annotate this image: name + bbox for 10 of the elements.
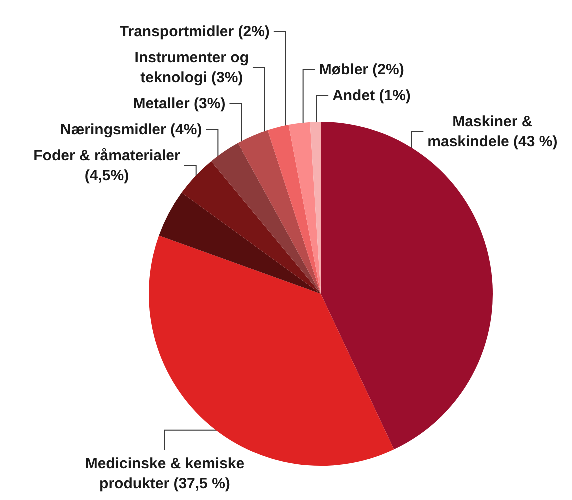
slice-label: Medicinske & kemiske produkter (37,5 %) [85,456,245,492]
data-label: (4,5%) [84,168,130,185]
slice-label: Møbler (2%) [319,61,404,78]
slice-label: Metaller (3%) [133,96,226,113]
slice-label: Instrumenter og teknologi (3%) [134,50,249,87]
slice-label: Andet (1%) [332,87,411,104]
slice-label: Foder & råmaterialer [34,148,181,165]
slice-label: Maskiner & maskindele (43 %) [428,113,558,150]
slice-label: Næringsmidler (4%) [60,122,202,139]
slice-label: Transportmidler (2%) [120,24,270,41]
